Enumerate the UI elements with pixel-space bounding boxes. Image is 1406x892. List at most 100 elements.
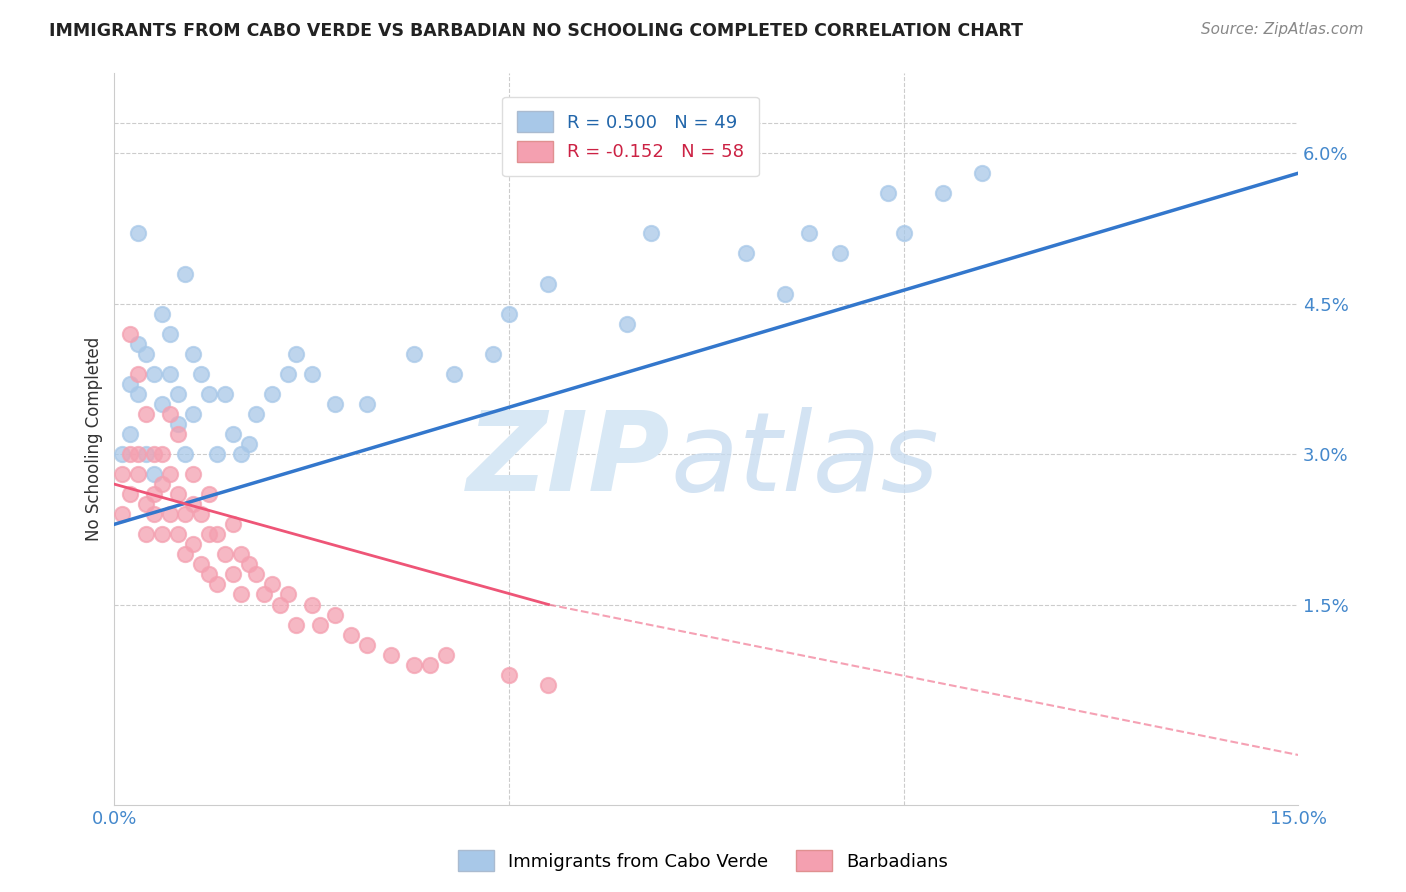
Point (135, 347, 157, 361)
Point (277, 367, 299, 381)
Point (238, 558, 260, 572)
Point (181, 407, 204, 421)
Point (181, 467, 204, 482)
Point (159, 407, 181, 421)
Point (262, 387, 284, 401)
Point (443, 367, 465, 381)
Point (482, 347, 505, 361)
Point (616, 317, 638, 331)
Point (120, 326, 142, 341)
Point (135, 447, 157, 461)
Point (308, 617, 330, 632)
Point (205, 447, 228, 461)
Point (893, 227, 915, 241)
Point (174, 447, 197, 461)
Point (198, 527, 221, 541)
Point (174, 267, 197, 281)
Point (127, 387, 149, 401)
Point (434, 648, 457, 662)
Text: ZIP: ZIP (467, 408, 671, 515)
Point (301, 367, 323, 381)
Point (253, 587, 276, 601)
Point (166, 387, 188, 401)
Point (135, 407, 157, 421)
Point (214, 547, 236, 561)
Point (198, 387, 221, 401)
Point (498, 667, 520, 681)
Point (419, 657, 441, 672)
Point (325, 607, 347, 622)
Point (214, 387, 236, 401)
Point (229, 587, 252, 601)
Point (245, 567, 267, 582)
Point (262, 577, 284, 591)
Point (159, 508, 181, 522)
Point (356, 397, 378, 411)
Point (142, 367, 165, 381)
Point (830, 246, 852, 260)
Point (734, 246, 756, 260)
Point (120, 376, 142, 391)
Point (222, 567, 245, 582)
Point (932, 186, 955, 201)
Point (120, 427, 142, 442)
Point (325, 397, 347, 411)
Point (166, 527, 188, 541)
Point (229, 447, 252, 461)
Point (245, 407, 267, 421)
Point (150, 527, 173, 541)
Point (404, 657, 426, 672)
Point (127, 467, 149, 482)
Point (150, 307, 173, 321)
Point (181, 347, 204, 361)
Point (190, 367, 212, 381)
Point (277, 587, 299, 601)
Point (356, 638, 378, 652)
Point (142, 487, 165, 501)
Point (205, 577, 228, 591)
Point (127, 336, 149, 351)
Point (380, 648, 402, 662)
Point (111, 508, 134, 522)
Legend: Immigrants from Cabo Verde, Barbadians: Immigrants from Cabo Verde, Barbadians (451, 843, 955, 879)
Point (181, 537, 204, 551)
Point (198, 567, 221, 582)
Point (166, 427, 188, 442)
Point (284, 347, 307, 361)
Point (876, 186, 898, 201)
Point (284, 617, 307, 632)
Point (150, 447, 173, 461)
Point (159, 367, 181, 381)
Point (166, 487, 188, 501)
Point (174, 508, 197, 522)
Y-axis label: No Schooling Completed: No Schooling Completed (86, 337, 103, 541)
Point (142, 508, 165, 522)
Point (205, 527, 228, 541)
Text: Source: ZipAtlas.com: Source: ZipAtlas.com (1201, 22, 1364, 37)
Point (181, 497, 204, 511)
Point (773, 286, 796, 301)
Point (150, 477, 173, 491)
Point (111, 467, 134, 482)
Point (269, 598, 291, 612)
Point (301, 598, 323, 612)
Point (498, 307, 520, 321)
Point (340, 627, 363, 641)
Text: IMMIGRANTS FROM CABO VERDE VS BARBADIAN NO SCHOOLING COMPLETED CORRELATION CHART: IMMIGRANTS FROM CABO VERDE VS BARBADIAN … (49, 22, 1024, 40)
Point (537, 678, 560, 692)
Point (127, 227, 149, 241)
Point (159, 467, 181, 482)
Point (222, 427, 245, 442)
Point (135, 527, 157, 541)
Point (159, 326, 181, 341)
Point (120, 487, 142, 501)
Point (537, 277, 560, 291)
Point (150, 397, 173, 411)
Point (972, 166, 994, 180)
Point (142, 467, 165, 482)
Point (229, 547, 252, 561)
Point (190, 558, 212, 572)
Text: atlas: atlas (671, 408, 939, 515)
Point (238, 437, 260, 451)
Point (640, 227, 662, 241)
